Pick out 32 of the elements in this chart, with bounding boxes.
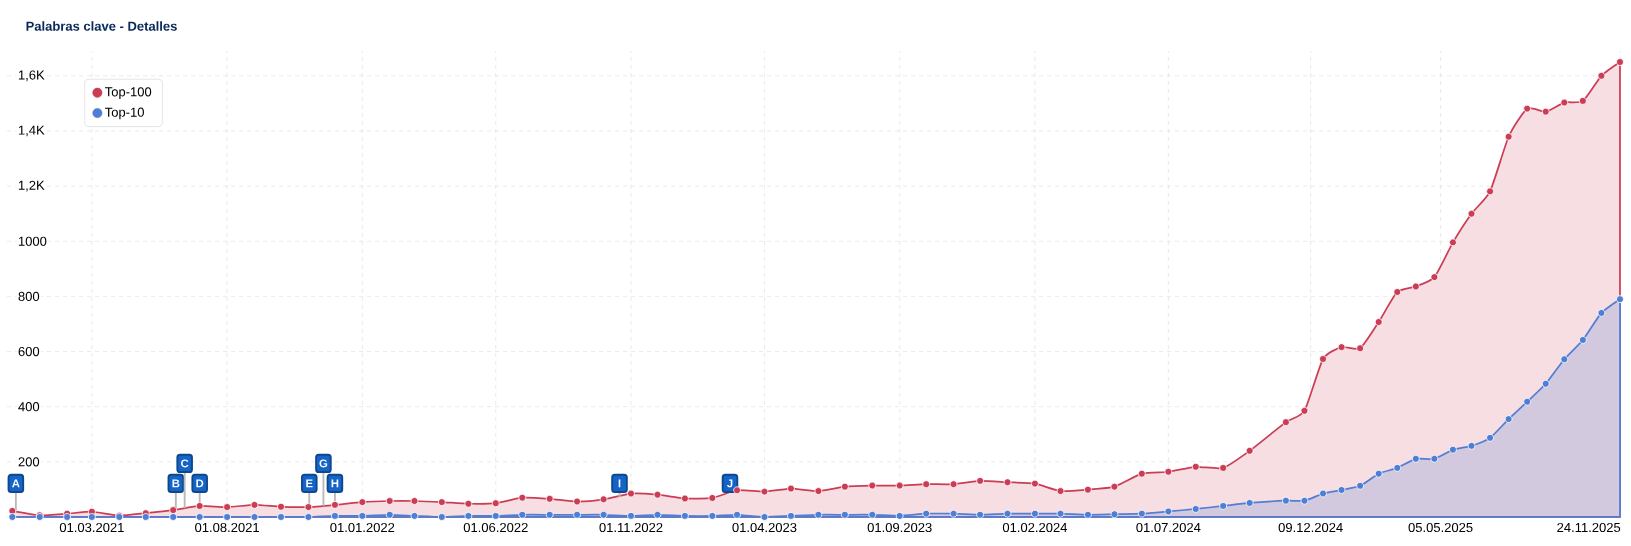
y-tick-label: 1,4K xyxy=(18,125,45,137)
x-tick-label: 05.05.2025 xyxy=(1408,522,1473,533)
y-tick-label: 800 xyxy=(18,291,40,301)
x-tick-label: 09.12.2024 xyxy=(1278,522,1343,533)
x-tick-label: 01.09.2023 xyxy=(867,522,932,533)
y-tick-label: 200 xyxy=(18,457,40,467)
annotation: A xyxy=(12,479,20,488)
y-tick-label: 400 xyxy=(18,402,40,412)
x-tick-label: 01.03.2021 xyxy=(59,522,124,533)
annotation: J xyxy=(727,479,733,488)
annotation: D xyxy=(196,479,204,488)
chart-title: Palabras clave - Detalles xyxy=(26,21,177,31)
x-tick-label: 01.06.2022 xyxy=(463,522,528,533)
annotation: B xyxy=(172,479,180,488)
x-tick-label: 01.04.2023 xyxy=(732,522,797,533)
annotation: C xyxy=(181,459,189,468)
x-tick-label: 01.01.2022 xyxy=(330,522,395,533)
x-tick-label: 01.02.2024 xyxy=(1002,522,1068,533)
legend-label: Top-100 xyxy=(105,87,152,99)
x-tick-label: 01.08.2021 xyxy=(195,522,259,533)
y-tick-label: 1,6K xyxy=(18,70,45,82)
x-tick-label: 01.11.2022 xyxy=(599,522,663,533)
annotation: G xyxy=(319,459,328,468)
y-tick-label: 1,2K xyxy=(18,180,45,192)
x-tick-label: 01.07.2024 xyxy=(1136,522,1201,533)
annotation: I xyxy=(618,479,621,488)
y-tick-label: 1000 xyxy=(18,236,47,246)
x-tick-label: 24.11.2025 xyxy=(1557,522,1621,533)
y-tick-label: 600 xyxy=(18,346,40,357)
annotation: H xyxy=(331,479,339,488)
legend-label: Top-10 xyxy=(105,107,144,120)
annotation: E xyxy=(306,479,313,488)
